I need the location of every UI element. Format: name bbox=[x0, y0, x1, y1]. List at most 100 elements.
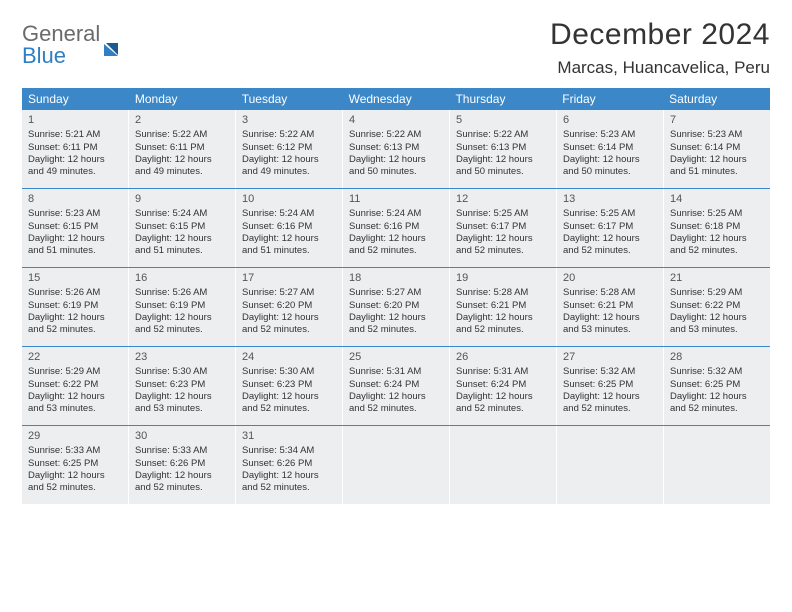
day-day1: Daylight: 12 hours bbox=[242, 470, 336, 482]
weekday-header: SundayMondayTuesdayWednesdayThursdayFrid… bbox=[22, 88, 770, 110]
day-number: 23 bbox=[135, 350, 229, 364]
day-day1: Daylight: 12 hours bbox=[456, 312, 550, 324]
day-number: 15 bbox=[28, 271, 122, 285]
day-number: 20 bbox=[563, 271, 657, 285]
day-day2: and 52 minutes. bbox=[456, 245, 550, 257]
calendar-day: 20Sunrise: 5:28 AMSunset: 6:21 PMDayligh… bbox=[557, 268, 664, 346]
calendar-day: 14Sunrise: 5:25 AMSunset: 6:18 PMDayligh… bbox=[664, 189, 770, 267]
calendar-day: 16Sunrise: 5:26 AMSunset: 6:19 PMDayligh… bbox=[129, 268, 236, 346]
calendar-day: 18Sunrise: 5:27 AMSunset: 6:20 PMDayligh… bbox=[343, 268, 450, 346]
day-day1: Daylight: 12 hours bbox=[456, 233, 550, 245]
day-day1: Daylight: 12 hours bbox=[242, 154, 336, 166]
day-day2: and 53 minutes. bbox=[28, 403, 122, 415]
calendar-day: 10Sunrise: 5:24 AMSunset: 6:16 PMDayligh… bbox=[236, 189, 343, 267]
day-number: 16 bbox=[135, 271, 229, 285]
weekday-label: Tuesday bbox=[236, 88, 343, 110]
day-sunset: Sunset: 6:24 PM bbox=[456, 379, 550, 391]
calendar-day: 28Sunrise: 5:32 AMSunset: 6:25 PMDayligh… bbox=[664, 347, 770, 425]
day-sunrise: Sunrise: 5:34 AM bbox=[242, 445, 336, 457]
day-sunrise: Sunrise: 5:24 AM bbox=[349, 208, 443, 220]
calendar-day bbox=[557, 426, 664, 504]
day-number: 1 bbox=[28, 113, 122, 127]
day-day1: Daylight: 12 hours bbox=[242, 233, 336, 245]
day-day2: and 49 minutes. bbox=[135, 166, 229, 178]
calendar-day: 31Sunrise: 5:34 AMSunset: 6:26 PMDayligh… bbox=[236, 426, 343, 504]
day-day1: Daylight: 12 hours bbox=[670, 233, 764, 245]
day-day1: Daylight: 12 hours bbox=[563, 154, 657, 166]
title-block: December 2024 Marcas, Huancavelica, Peru bbox=[550, 18, 770, 78]
day-day1: Daylight: 12 hours bbox=[670, 312, 764, 324]
day-number: 14 bbox=[670, 192, 764, 206]
day-sunset: Sunset: 6:14 PM bbox=[563, 142, 657, 154]
calendar-day: 15 Sunrise: 5:26 AMSunset: 6:19 PMDayligh… bbox=[22, 268, 129, 346]
day-day2: and 53 minutes. bbox=[670, 324, 764, 336]
calendar-day: 3Sunrise: 5:22 AMSunset: 6:12 PMDaylight… bbox=[236, 110, 343, 188]
day-sunrise: Sunrise: 5:22 AM bbox=[349, 129, 443, 141]
day-day1: Daylight: 12 hours bbox=[135, 154, 229, 166]
day-number: 12 bbox=[456, 192, 550, 206]
day-sunrise: Sunrise: 5:31 AM bbox=[456, 366, 550, 378]
day-sunset: Sunset: 6:15 PM bbox=[135, 221, 229, 233]
day-day2: and 52 minutes. bbox=[242, 482, 336, 494]
day-sunrise: Sunrise: 5:33 AM bbox=[28, 445, 122, 457]
calendar-day: 22Sunrise: 5:29 AMSunset: 6:22 PMDayligh… bbox=[22, 347, 129, 425]
day-sunrise: Sunrise: 5:23 AM bbox=[28, 208, 122, 220]
day-number: 7 bbox=[670, 113, 764, 127]
weekday-label: Thursday bbox=[449, 88, 556, 110]
day-number: 21 bbox=[670, 271, 764, 285]
day-sunrise: Sunrise: 5:25 AM bbox=[670, 208, 764, 220]
day-sunset: Sunset: 6:26 PM bbox=[242, 458, 336, 470]
day-number: 27 bbox=[563, 350, 657, 364]
day-day1: Daylight: 12 hours bbox=[349, 391, 443, 403]
day-sunrise: Sunrise: 5:28 AM bbox=[563, 287, 657, 299]
day-number: 30 bbox=[135, 429, 229, 443]
day-day2: and 52 minutes. bbox=[563, 245, 657, 257]
day-sunrise: Sunrise: 5:24 AM bbox=[242, 208, 336, 220]
day-day2: and 52 minutes. bbox=[28, 482, 122, 494]
calendar-week: 8Sunrise: 5:23 AMSunset: 6:15 PMDaylight… bbox=[22, 189, 770, 268]
weekday-label: Saturday bbox=[663, 88, 770, 110]
logo-triangle-icon bbox=[104, 40, 126, 56]
calendar-day: 4Sunrise: 5:22 AMSunset: 6:13 PMDaylight… bbox=[343, 110, 450, 188]
location: Marcas, Huancavelica, Peru bbox=[550, 58, 770, 78]
day-sunset: Sunset: 6:12 PM bbox=[242, 142, 336, 154]
day-sunset: Sunset: 6:14 PM bbox=[670, 142, 764, 154]
day-sunset: Sunset: 6:16 PM bbox=[242, 221, 336, 233]
day-sunset: Sunset: 6:22 PM bbox=[670, 300, 764, 312]
calendar-day: 29Sunrise: 5:33 AMSunset: 6:25 PMDayligh… bbox=[22, 426, 129, 504]
calendar-day: 30Sunrise: 5:33 AMSunset: 6:26 PMDayligh… bbox=[129, 426, 236, 504]
day-day1: Daylight: 12 hours bbox=[135, 470, 229, 482]
weekday-label: Friday bbox=[556, 88, 663, 110]
calendar-day: 1Sunrise: 5:21 AMSunset: 6:11 PMDaylight… bbox=[22, 110, 129, 188]
day-sunset: Sunset: 6:17 PM bbox=[563, 221, 657, 233]
calendar-day: 5Sunrise: 5:22 AMSunset: 6:13 PMDaylight… bbox=[450, 110, 557, 188]
weekday-label: Monday bbox=[129, 88, 236, 110]
day-number: 9 bbox=[135, 192, 229, 206]
day-sunset: Sunset: 6:25 PM bbox=[28, 458, 122, 470]
calendar-day: 11Sunrise: 5:24 AMSunset: 6:16 PMDayligh… bbox=[343, 189, 450, 267]
day-number: 26 bbox=[456, 350, 550, 364]
calendar-day: 2Sunrise: 5:22 AMSunset: 6:11 PMDaylight… bbox=[129, 110, 236, 188]
day-day2: and 52 minutes. bbox=[670, 245, 764, 257]
day-day2: and 53 minutes. bbox=[135, 403, 229, 415]
day-number: 2 bbox=[135, 113, 229, 127]
day-sunset: Sunset: 6:21 PM bbox=[456, 300, 550, 312]
day-sunset: Sunset: 6:11 PM bbox=[28, 142, 122, 154]
day-sunrise: Sunrise: 5:31 AM bbox=[349, 366, 443, 378]
day-number: 4 bbox=[349, 113, 443, 127]
day-day1: Daylight: 12 hours bbox=[456, 154, 550, 166]
day-day1: Daylight: 12 hours bbox=[456, 391, 550, 403]
calendar-week: 15Sunrise: 5:26 AMSunset: 6:19 PMDayligh… bbox=[22, 268, 770, 347]
day-sunrise: Sunrise: 5:26 AM bbox=[28, 287, 122, 299]
day-day1: Daylight: 12 hours bbox=[28, 312, 122, 324]
day-day1: Daylight: 12 hours bbox=[242, 312, 336, 324]
day-day2: and 52 minutes. bbox=[242, 403, 336, 415]
day-sunset: Sunset: 6:19 PM bbox=[28, 300, 122, 312]
day-sunset: Sunset: 6:21 PM bbox=[563, 300, 657, 312]
day-day2: and 52 minutes. bbox=[135, 324, 229, 336]
day-sunrise: Sunrise: 5:29 AM bbox=[670, 287, 764, 299]
calendar-day: 26 Sunrise: 5:31 AMSunset: 6:24 PMDayligh… bbox=[450, 347, 557, 425]
day-sunrise: Sunrise: 5:22 AM bbox=[456, 129, 550, 141]
day-number: 22 bbox=[28, 350, 122, 364]
day-sunset: Sunset: 6:20 PM bbox=[349, 300, 443, 312]
